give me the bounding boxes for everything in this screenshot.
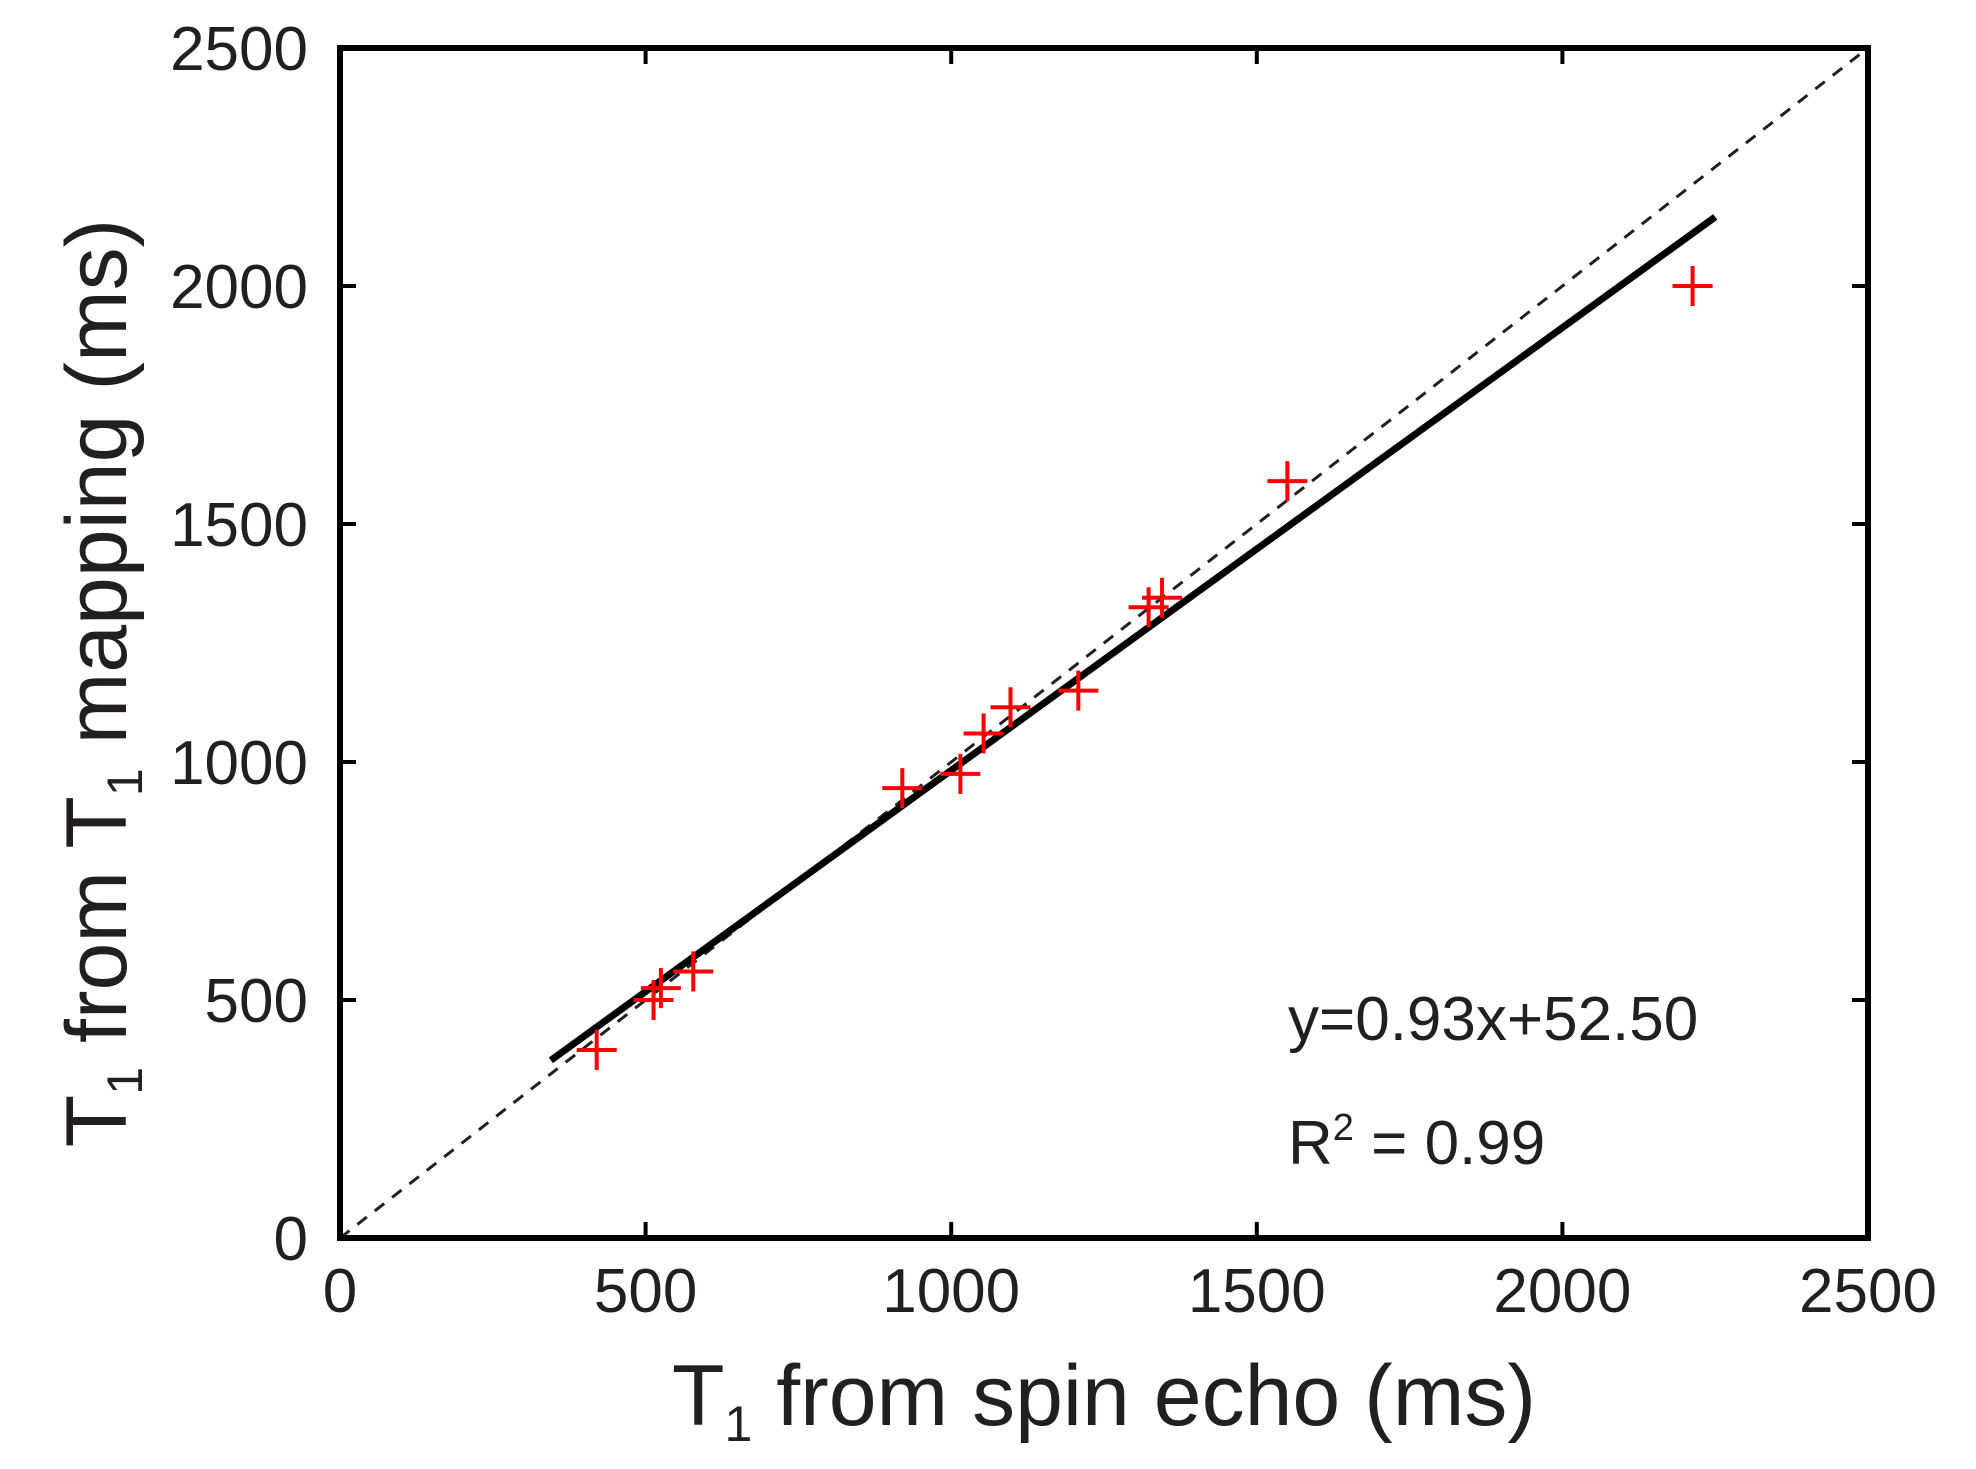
y-tick-label: 0 — [274, 1205, 308, 1274]
data-point — [640, 968, 681, 1009]
identity-line — [339, 46, 1869, 1240]
x-tick-label: 2000 — [1493, 1257, 1631, 1326]
y-axis-label-subscript: 1 — [97, 1067, 153, 1095]
r-squared-main: R — [1288, 1109, 1333, 1178]
y-axis-label-mid: from T — [49, 796, 145, 1067]
y-tick-label: 500 — [205, 967, 308, 1036]
x-tick-label: 1000 — [882, 1257, 1020, 1326]
x-tick-label: 1500 — [1188, 1257, 1326, 1326]
plot-frame — [337, 45, 1871, 1241]
x-axis-label: T1 from spin echo (ms) — [672, 1348, 1536, 1452]
r-squared-superscript: 2 — [1333, 1107, 1354, 1149]
data-point — [990, 687, 1031, 728]
y-tick-label: 1500 — [170, 491, 308, 560]
x-tick-label: 0 — [323, 1257, 357, 1326]
regression-line — [548, 214, 1718, 1064]
x-tick-label: 2500 — [1799, 1257, 1937, 1326]
data-point — [1267, 461, 1308, 502]
data-point — [1142, 577, 1183, 618]
data-point — [882, 768, 923, 809]
y-tick-label: 1000 — [170, 729, 308, 798]
r-squared-rest: = 0.99 — [1354, 1109, 1545, 1178]
data-point — [576, 1029, 617, 1070]
fit-equation-annotation: y=0.93x+52.50 — [1288, 985, 1698, 1054]
y-tick-label: 2000 — [170, 253, 308, 322]
x-axis-label-rest: from spin echo (ms) — [752, 1348, 1536, 1444]
data-point — [1058, 670, 1099, 711]
y-axis-label: T1 from T1 mapping (ms) — [49, 219, 153, 1148]
x-tick-label: 500 — [594, 1257, 697, 1326]
data-point — [1672, 266, 1713, 306]
x-axis-label-subscript: 1 — [724, 1396, 752, 1452]
y-axis-label-rest: mapping (ms) — [49, 219, 145, 769]
data-point — [673, 951, 714, 992]
data-point — [633, 980, 674, 1020]
x-axis-label-main: T — [672, 1348, 725, 1444]
axis-ticks — [338, 46, 1870, 1240]
y-axis-label-subscript-2: 1 — [97, 768, 153, 796]
y-tick-label: 2500 — [170, 15, 308, 84]
r-squared-annotation: R2 = 0.99 — [1288, 1107, 1545, 1178]
plot-content — [339, 46, 1869, 1240]
tick-labels: 0 500 1000 1500 2000 2500 0 500 1000 1500 2000 2500 — [170, 15, 1937, 1326]
y-axis-label-main: T — [49, 1095, 145, 1148]
data-point — [963, 713, 1004, 754]
data-point — [940, 753, 981, 794]
